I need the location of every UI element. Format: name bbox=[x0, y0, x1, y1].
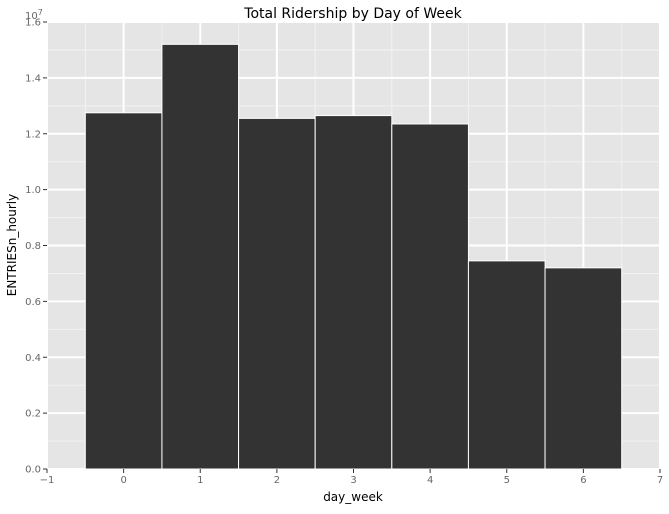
x-ticks-layer: −1 0 1 2 3 4 5 6 7 bbox=[40, 469, 663, 486]
bar-day-2 bbox=[238, 117, 316, 470]
bar-day-3 bbox=[314, 115, 393, 470]
y-axis-multiplier: 107 bbox=[25, 8, 43, 22]
y-tick-label: 0.6 bbox=[25, 297, 41, 308]
x-tick-label: −1 bbox=[40, 475, 55, 486]
y-axis-title: ENTRIESn_hourly bbox=[5, 194, 19, 297]
x-tick-label: 1 bbox=[197, 475, 203, 486]
x-tick-label: 2 bbox=[274, 475, 280, 486]
x-axis-title: day_week bbox=[323, 490, 383, 504]
y-tick-label: 1.4 bbox=[25, 73, 41, 84]
x-tick-label: 0 bbox=[120, 475, 126, 486]
x-tick-label: 4 bbox=[427, 475, 433, 486]
chart-title: Total Ridership by Day of Week bbox=[243, 6, 462, 22]
bar-day-1 bbox=[161, 43, 240, 470]
y-tick-label: 1.0 bbox=[25, 185, 41, 196]
y-tick-label: 1.2 bbox=[25, 129, 41, 140]
bar-day-6 bbox=[544, 267, 623, 470]
y-axis-multiplier-text: 107 bbox=[25, 8, 43, 22]
x-tick-label: 5 bbox=[504, 475, 510, 486]
bar-day-0 bbox=[84, 112, 163, 470]
x-tick-label: 6 bbox=[580, 475, 586, 486]
y-tick-label: 0.4 bbox=[25, 353, 41, 364]
y-ticks-layer: 0.0 0.2 0.4 0.6 0.8 1.0 1.2 1.4 1.6 bbox=[25, 18, 47, 476]
bar-day-4 bbox=[391, 123, 469, 470]
y-tick-label: 0.8 bbox=[25, 241, 41, 252]
x-tick-label: 7 bbox=[657, 475, 663, 486]
bars-layer bbox=[84, 43, 623, 470]
bar-day-5 bbox=[467, 260, 546, 470]
x-tick-label: 3 bbox=[350, 475, 356, 486]
y-tick-label: 0.0 bbox=[25, 465, 41, 476]
y-tick-label: 1.6 bbox=[25, 18, 41, 29]
y-tick-label: 0.2 bbox=[25, 409, 41, 420]
